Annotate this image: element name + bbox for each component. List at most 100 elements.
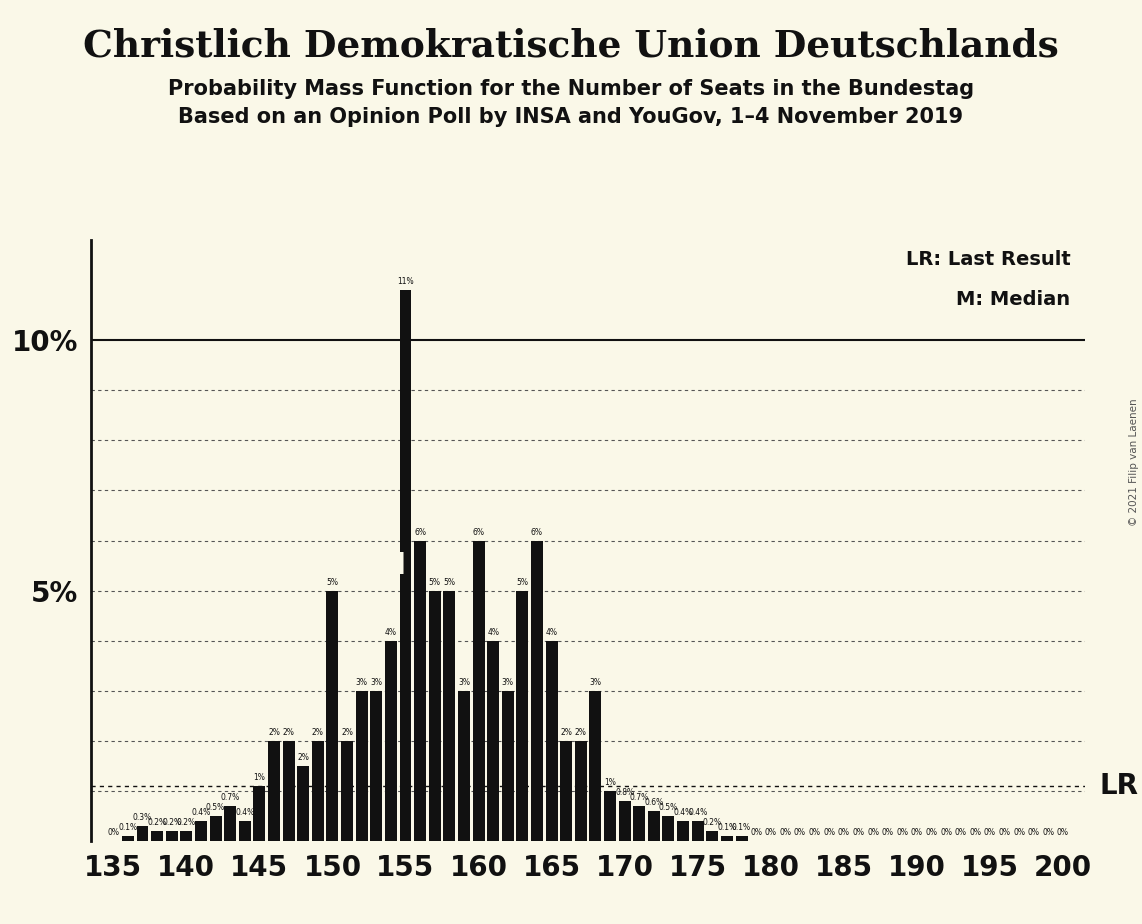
Bar [239,821,251,841]
Text: 0%: 0% [107,828,119,837]
Text: 2%: 2% [341,728,353,736]
Text: 0%: 0% [809,828,821,837]
Text: 0%: 0% [882,828,894,837]
Bar [385,640,397,841]
Bar [312,741,324,841]
Text: © 2021 Filip van Laenen: © 2021 Filip van Laenen [1129,398,1139,526]
Text: 2%: 2% [574,728,587,736]
Text: M: M [376,551,407,580]
Text: 0.4%: 0.4% [235,808,255,817]
Text: 0%: 0% [867,828,879,837]
Bar [224,806,236,841]
Bar [634,806,645,841]
Bar [531,541,542,841]
Text: 0.4%: 0.4% [674,808,693,817]
Bar [589,691,602,841]
Bar [488,640,499,841]
Text: 0%: 0% [794,828,806,837]
Text: 3%: 3% [589,677,602,687]
Bar [707,831,718,841]
Bar [341,741,353,841]
Bar [473,541,484,841]
Text: 1%: 1% [254,772,265,782]
Text: 0%: 0% [765,828,777,837]
Text: 3%: 3% [501,677,514,687]
Text: 0%: 0% [1028,828,1039,837]
Text: 0%: 0% [955,828,967,837]
Bar [166,831,178,841]
Bar [355,691,368,841]
Text: 0.3%: 0.3% [132,813,152,821]
Text: 0.2%: 0.2% [702,818,722,827]
Bar [619,801,630,841]
Text: 0%: 0% [925,828,938,837]
Text: 0%: 0% [1013,828,1026,837]
Text: 2%: 2% [297,753,309,761]
Bar [692,821,703,841]
Text: 0.7%: 0.7% [220,793,240,802]
Bar [501,691,514,841]
Bar [735,836,748,841]
Text: 6%: 6% [415,528,426,537]
Text: 0%: 0% [1043,828,1054,837]
Bar [516,590,529,841]
Bar [195,821,207,841]
Bar [546,640,557,841]
Text: LR: Last Result: LR: Last Result [906,250,1070,269]
Text: 0.8%: 0.8% [616,788,634,796]
Bar [210,816,222,841]
Text: 3%: 3% [458,677,471,687]
Bar [443,590,456,841]
Text: 5%: 5% [516,578,529,587]
Bar [327,590,338,841]
Bar [137,826,148,841]
Text: 0%: 0% [823,828,835,837]
Bar [428,590,441,841]
Text: 0.1%: 0.1% [717,823,737,832]
Bar [297,766,309,841]
Bar [415,541,426,841]
Text: 0%: 0% [896,828,908,837]
Text: 0.4%: 0.4% [689,808,707,817]
Text: M: Median: M: Median [956,290,1070,310]
Bar [400,290,411,841]
Text: 0.2%: 0.2% [177,818,196,827]
Text: 0.5%: 0.5% [659,803,678,812]
Bar [662,816,675,841]
Text: 0.2%: 0.2% [162,818,182,827]
Text: 0%: 0% [998,828,1011,837]
Text: 2%: 2% [561,728,572,736]
Text: 0%: 0% [984,828,996,837]
Text: 3%: 3% [370,677,383,687]
Text: 4%: 4% [488,627,499,637]
Text: LR: LR [1100,772,1139,800]
Text: 0%: 0% [779,828,791,837]
Bar [122,836,134,841]
Bar [721,836,733,841]
Text: 0.7%: 0.7% [629,793,649,802]
Bar [282,741,295,841]
Text: 0%: 0% [911,828,923,837]
Text: 0.6%: 0.6% [644,797,664,807]
Text: 5%: 5% [443,578,456,587]
Bar [180,831,192,841]
Text: 0%: 0% [1057,828,1069,837]
Text: 4%: 4% [546,627,557,637]
Text: 0%: 0% [750,828,762,837]
Text: 3%: 3% [355,677,368,687]
Text: 0%: 0% [940,828,952,837]
Text: 5%: 5% [327,578,338,587]
Bar [604,791,616,841]
Text: 1%: 1% [604,778,616,787]
Bar [561,741,572,841]
Text: 4%: 4% [385,627,397,637]
Bar [574,741,587,841]
Text: 0.5%: 0.5% [206,803,225,812]
Bar [648,811,660,841]
Text: 2%: 2% [283,728,295,736]
Text: 0.2%: 0.2% [147,818,167,827]
Text: 0%: 0% [970,828,981,837]
Bar [458,691,469,841]
Text: 6%: 6% [473,528,484,537]
Text: 0.1%: 0.1% [732,823,751,832]
